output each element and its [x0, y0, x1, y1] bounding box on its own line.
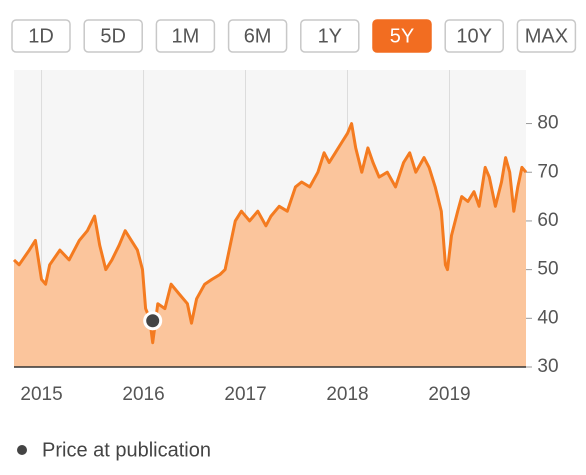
button-frame: [516, 19, 577, 53]
y-tick-label: 30: [537, 356, 558, 377]
button-label: MAX: [525, 25, 568, 47]
x-tick-label: 2015: [20, 384, 62, 405]
y-tick-label: 70: [537, 161, 558, 182]
plot: 2015 2016 2017 2018 2019 30 40 50 60 70 80 Price at…: [12, 70, 559, 461]
range-button[interactable]: 5D: [83, 19, 143, 53]
range-button[interactable]: 5Y: [372, 19, 432, 53]
price-line: [12, 122, 528, 345]
button-frame: [444, 19, 504, 53]
x-tick-label: 2016: [122, 384, 164, 405]
x-tick-label: 2018: [326, 384, 368, 405]
y-tick-label: 50: [537, 259, 558, 280]
button-label: 5Y: [390, 25, 414, 47]
button-label: 1D: [28, 25, 54, 47]
range-button[interactable]: 10Y: [444, 19, 504, 53]
range-button[interactable]: MAX: [516, 19, 577, 53]
button-frame: [83, 19, 143, 53]
range-button[interactable]: 1D: [11, 19, 71, 53]
y-tick-label: 80: [537, 113, 558, 134]
y-tick-label: 40: [537, 307, 558, 328]
y-tick-label: 60: [537, 210, 558, 231]
x-tick-label: 2017: [224, 384, 266, 405]
button-frame: [11, 19, 71, 53]
button-label: 5D: [100, 25, 126, 47]
legend-label: Price at publication: [42, 439, 211, 461]
area-fill: [14, 123, 526, 367]
button-label: 6M: [244, 25, 272, 47]
button-frame: [227, 19, 288, 53]
button-frame: [372, 19, 432, 53]
x-tick-label: 2019: [428, 384, 470, 405]
range-button[interactable]: 1M: [155, 19, 216, 53]
button-frame: [300, 19, 360, 53]
range-button[interactable]: 6M: [227, 19, 288, 53]
legend-marker: [17, 445, 27, 455]
range-buttons: 1D 5D 1M 6M 1Y 5Y 10Y MAX: [11, 19, 577, 53]
button-frame: [155, 19, 216, 53]
button-label: 1Y: [318, 25, 342, 47]
range-button[interactable]: 1Y: [300, 19, 360, 53]
publication-marker: [143, 311, 163, 331]
button-label: 10Y: [456, 25, 492, 47]
button-label: 1M: [172, 25, 200, 47]
